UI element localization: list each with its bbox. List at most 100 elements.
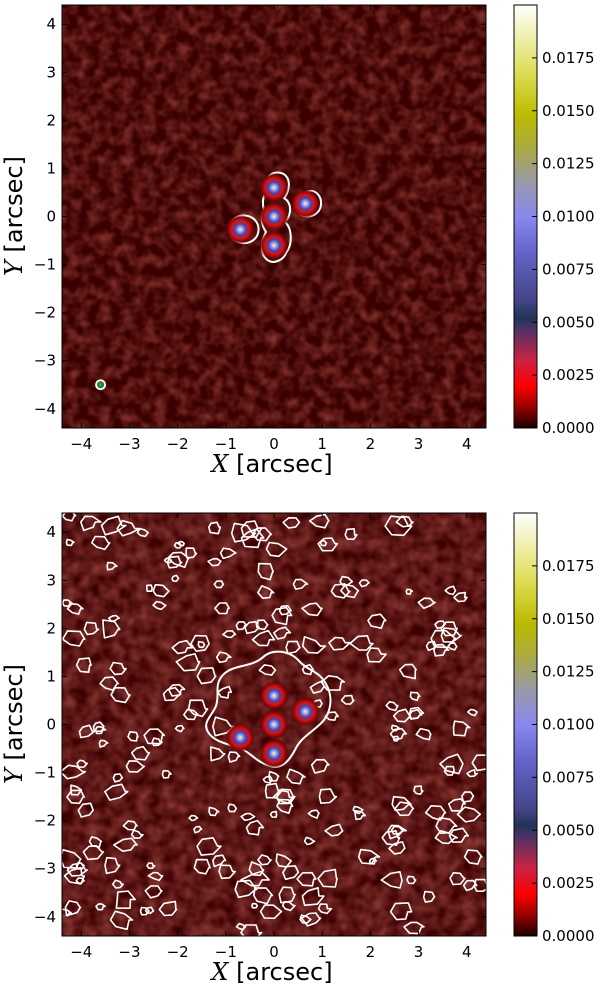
contour-line [269,810,278,818]
contour-line [78,724,95,739]
contour-line [385,701,399,712]
contour-line [113,837,138,852]
contour-line [310,758,330,774]
contour-line [205,650,332,768]
contour-line [107,614,120,623]
y-axis-label: Y [arcsec] [0,156,28,276]
contour-line [257,562,274,581]
contour-line [95,903,106,911]
contour-line [301,887,325,907]
source-blob [259,230,289,261]
contour-line [227,751,241,763]
contour-line [380,871,403,889]
contour-line [367,613,387,629]
contour-line [301,663,314,676]
contour-line [75,861,85,870]
contour-line [281,900,296,912]
contour-line [251,527,273,542]
contour-line [219,547,237,560]
x-tick-label: −3 [118,435,140,453]
x-tick-label: −4 [70,943,92,961]
y-tick-label: 0 [46,208,56,226]
contour-line [394,801,415,817]
contour-line [146,862,156,869]
contour-line [319,539,328,547]
source-blob [290,188,321,219]
colorbar-tick-label: 0.0175 [542,49,595,67]
y-axis-label: Y [arcsec] [0,664,28,784]
contour-line [161,769,172,779]
y-tick-label: 4 [46,523,56,541]
y-tick-label: 4 [46,15,56,33]
contour-line [424,805,447,821]
x-tick-label: 1 [317,435,327,453]
contour-line [166,551,190,568]
source-blob [259,680,289,711]
contour-line [109,661,127,676]
y-tick-label: 0 [46,716,56,734]
colorbar-tick-label: 0.0150 [542,610,595,628]
contour-line [258,664,277,676]
x-tick-label: 4 [462,943,472,961]
contour-line [214,602,230,615]
contour-line [340,694,355,705]
contour-line [94,726,107,735]
x-axis-label: X [arcsec] [209,450,332,478]
y-tick-label: 2 [46,111,56,129]
panel-top: −4 −3 −2 −1 0 1 2 3 4 −4 −3 −2 −1 0 1 2 3 4 X [arcsec] Y… [0,4,595,478]
contour-line [473,878,486,892]
contour-line [122,820,138,831]
x-tick-label: 2 [366,943,376,961]
contour-line [352,805,364,815]
contour-line [324,823,344,837]
contour-line [387,824,407,840]
contour-line [256,619,269,631]
contour-line [144,885,163,899]
contour-line [115,890,136,909]
contour-line [66,789,85,805]
contour-line [112,879,124,889]
contour-line [434,620,446,630]
contour-line [448,798,466,812]
contour-line [358,579,370,588]
contour-line [80,515,102,532]
contour-line [193,825,203,834]
contour-line [245,819,265,836]
contour-line [406,875,417,885]
x-tick-label: 2 [366,435,376,453]
contour-line [167,683,186,697]
contour-line [390,825,405,835]
contour-line [185,547,198,559]
x-tick-label: −3 [118,943,140,961]
colorbar-tick-label: 0.0125 [542,155,595,173]
contour-line [235,922,247,931]
x-tick-label: −4 [70,435,92,453]
contour-line [175,653,201,672]
contour-line [408,708,423,720]
x-axis-label: X [arcsec] [209,958,332,986]
contour-line [151,737,163,747]
contour-line [109,910,134,931]
contour-line [391,795,412,812]
contour-line [212,854,227,868]
contour-line [259,904,283,920]
contour-line [271,606,293,626]
contour-line [317,868,338,888]
contour-line [187,699,209,718]
contour-line [193,858,211,875]
contour-line [143,728,166,745]
x-tick-label: −2 [167,943,189,961]
contour-line [130,829,144,839]
contour-line [301,635,327,654]
contour-line [422,890,436,903]
contour-line [461,791,475,803]
contour-line [177,540,185,547]
x-tick-label: −2 [167,435,189,453]
contour-line [91,535,111,551]
contour-line [413,785,424,796]
contour-line [208,806,220,817]
contour-line [82,845,105,861]
x-tick-label: −1 [215,435,237,453]
contour-line [349,635,374,651]
contour-line [104,783,129,801]
